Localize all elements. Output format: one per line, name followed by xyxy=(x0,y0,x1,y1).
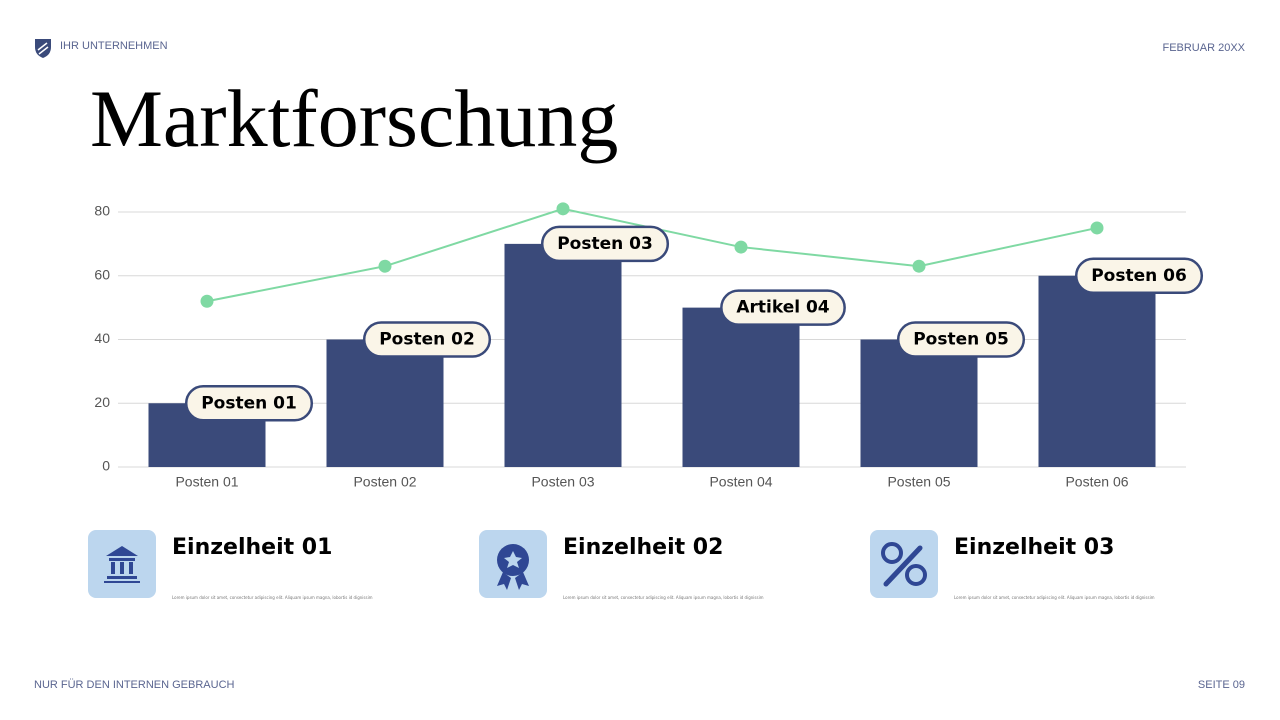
bar xyxy=(326,339,444,467)
data-label: Posten 02 xyxy=(362,321,492,358)
footer-right: SEITE 09 xyxy=(1198,679,1245,691)
x-tick-label: Posten 01 xyxy=(175,474,238,490)
x-tick-label: Posten 04 xyxy=(709,474,772,490)
bar xyxy=(1038,275,1156,467)
data-label: Posten 06 xyxy=(1074,257,1204,294)
y-tick-label: 20 xyxy=(94,394,110,410)
chart: 0 20 40 60 80 Posten 01 Posten 02 Posten 03 Post… xyxy=(94,202,1204,490)
line-point xyxy=(912,259,926,273)
line-point xyxy=(734,240,748,254)
detail-title: Einzelheit 03 xyxy=(954,535,1114,560)
data-label: Posten 05 xyxy=(896,321,1026,358)
data-label-text: Posten 01 xyxy=(201,393,297,413)
detail-title: Einzelheit 02 xyxy=(563,535,723,560)
line-point xyxy=(1090,221,1104,235)
y-tick-label: 0 xyxy=(102,458,110,474)
x-tick-label: Posten 06 xyxy=(1065,474,1128,490)
x-tick-label: Posten 05 xyxy=(887,474,950,490)
detail-icon xyxy=(88,530,156,598)
line-point xyxy=(556,202,570,216)
x-tick-label: Posten 03 xyxy=(531,474,594,490)
data-label-text: Posten 06 xyxy=(1091,266,1187,286)
detail-text: Lorem ipsum dolor sit amet, consectetur … xyxy=(172,595,373,600)
detail-icon xyxy=(870,530,938,598)
data-label-box xyxy=(184,385,314,422)
line-point xyxy=(200,294,214,308)
data-label-text: Posten 03 xyxy=(557,234,653,254)
data-label: Posten 01 xyxy=(184,385,314,422)
bar xyxy=(504,243,622,467)
data-label: Artikel 04 xyxy=(720,289,846,326)
detail-text: Lorem ipsum dolor sit amet, consectetur … xyxy=(954,595,1155,600)
data-label-box xyxy=(1074,257,1204,294)
data-label-box xyxy=(540,225,670,263)
detail-title: Einzelheit 01 xyxy=(172,535,332,560)
y-tick-label: 80 xyxy=(94,203,110,219)
slide-title: Marktforschung xyxy=(90,73,618,164)
data-label-box xyxy=(362,321,492,358)
y-tick-label: 60 xyxy=(94,266,110,282)
footer-left: NUR FÜR DEN INTERNEN GEBRAUCH xyxy=(34,679,235,691)
data-label-text: Posten 05 xyxy=(913,330,1009,350)
data-label-box xyxy=(896,321,1026,358)
logo xyxy=(35,39,51,58)
x-tick-label: Posten 02 xyxy=(353,474,416,490)
data-label-box xyxy=(720,289,846,326)
bar xyxy=(860,339,978,467)
detail-icon xyxy=(479,530,547,598)
line-point xyxy=(378,259,392,273)
data-label: Posten 03 xyxy=(540,225,670,263)
detail-text: Lorem ipsum dolor sit amet, consectetur … xyxy=(563,595,764,600)
company: IHR UNTERNEHMEN xyxy=(60,40,168,52)
data-label-text: Posten 02 xyxy=(379,330,475,350)
date: FEBRUAR 20XX xyxy=(1162,42,1245,54)
bar xyxy=(682,307,800,467)
y-tick-label: 40 xyxy=(94,330,110,346)
data-label-text: Artikel 04 xyxy=(736,298,829,318)
